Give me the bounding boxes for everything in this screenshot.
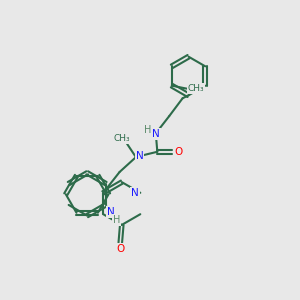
Text: CH₃: CH₃ — [187, 84, 204, 93]
Text: O: O — [116, 244, 124, 254]
Text: N: N — [131, 188, 139, 198]
Text: H: H — [113, 215, 120, 225]
Text: O: O — [174, 147, 182, 157]
Text: N: N — [107, 207, 115, 217]
Text: CH₃: CH₃ — [113, 134, 130, 143]
Text: N: N — [136, 151, 143, 160]
Text: N: N — [152, 129, 160, 139]
Text: H: H — [144, 125, 151, 135]
